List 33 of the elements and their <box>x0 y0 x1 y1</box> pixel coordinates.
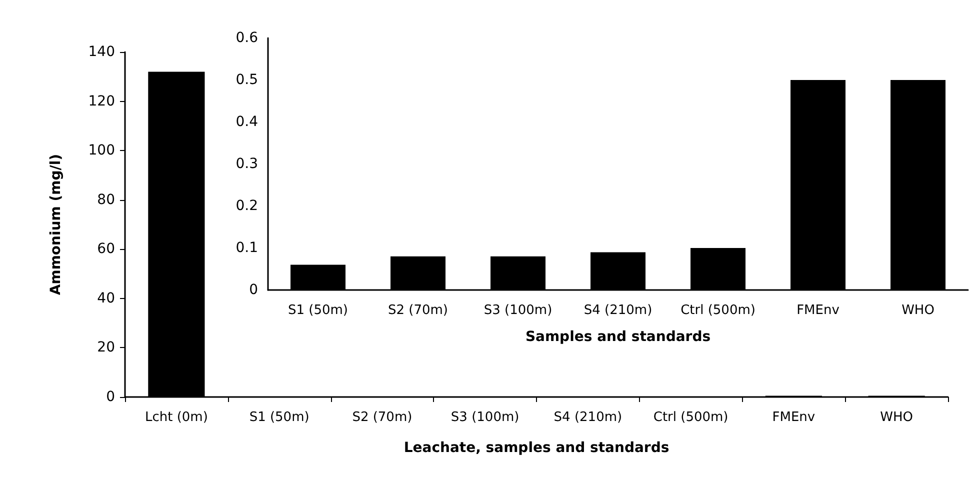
x-tick-label: FMEnv <box>796 303 840 318</box>
y-tick-label: 140 <box>88 44 115 60</box>
x-tick-label: S3 (100m) <box>484 303 552 318</box>
y-tick-label: 100 <box>88 142 115 159</box>
x-tick-label: S1 (50m) <box>249 410 310 425</box>
y-tick-label: 0.6 <box>236 30 258 46</box>
y-tick-label: 0.3 <box>236 156 258 172</box>
y-tick-label: 120 <box>88 93 115 110</box>
x-tick-label: S1 (50m) <box>288 303 348 318</box>
y-axis-title: Ammonium (mg/l) <box>48 154 64 296</box>
x-tick-label: Lcht (0m) <box>144 410 208 425</box>
x-tick-label: S3 (100m) <box>450 410 520 425</box>
x-tick-label: FMEnv <box>772 410 816 425</box>
y-tick-label: 0.5 <box>236 72 258 88</box>
y-tick-label: 80 <box>97 192 115 208</box>
y-tick-label: 20 <box>97 340 115 356</box>
x-tick-label: S4 (210m) <box>584 303 652 318</box>
y-tick-label: 60 <box>97 241 115 258</box>
x-axis-title: Leachate, samples and standards <box>404 440 670 456</box>
x-tick-label: S4 (210m) <box>554 410 622 425</box>
x-tick-label: S2 (70m) <box>388 303 448 318</box>
x-tick-label: WHO <box>880 410 913 425</box>
x-tick-label: S2 (70m) <box>352 410 412 425</box>
x-tick-label: WHO <box>902 303 934 318</box>
x-axis-title: Samples and standards <box>525 329 711 345</box>
y-tick-label: 40 <box>97 290 115 306</box>
y-tick-label: 0.2 <box>236 198 258 214</box>
y-tick-label: 0 <box>249 282 258 298</box>
x-tick-label: Ctrl (500m) <box>653 410 728 425</box>
y-tick-label: 0.1 <box>236 240 258 256</box>
y-tick-label: 0 <box>106 389 115 405</box>
x-tick-label: Ctrl (500m) <box>680 303 756 318</box>
y-tick-label: 0.4 <box>236 114 258 130</box>
